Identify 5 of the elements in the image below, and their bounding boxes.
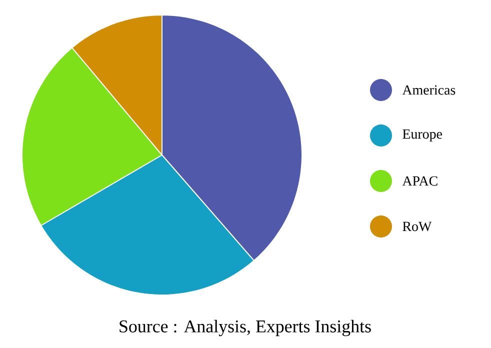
legend-label: RoW	[402, 222, 432, 232]
legend-label: APAC	[402, 176, 438, 186]
legend-label: Europe	[402, 129, 442, 142]
source-note: Source : Analysis, Experts Insights	[120, 320, 371, 336]
legend-label: Americas	[402, 85, 456, 95]
